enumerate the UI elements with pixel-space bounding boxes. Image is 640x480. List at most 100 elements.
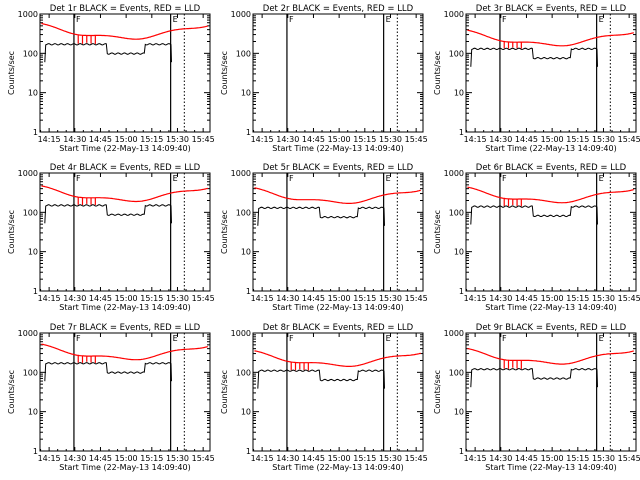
x-tick-label: 14:30 — [276, 454, 299, 463]
y-tick-label: 1000 — [231, 10, 251, 19]
y-axis-label: Counts/sec — [220, 51, 229, 95]
marker-label: F — [502, 15, 507, 24]
x-axis-label: Start Time (22-May-13 14:09:40) — [485, 463, 616, 472]
x-tick-label: 15:15 — [140, 135, 163, 144]
x-tick-label: 15:00 — [328, 294, 351, 303]
x-tick-label: 14:30 — [489, 294, 512, 303]
y-axis-label: Counts/sec — [7, 210, 16, 254]
x-tick-label: 14:45 — [302, 135, 325, 144]
y-axis-label: Counts/sec — [433, 210, 442, 254]
marker-label: F — [76, 15, 81, 24]
y-tick-label: 10 — [28, 89, 38, 98]
y-tick-label: 10 — [241, 89, 251, 98]
y-tick-label: 1 — [246, 128, 251, 137]
x-tick-label: 14:15 — [38, 454, 61, 463]
x-tick-label: 15:30 — [592, 135, 615, 144]
x-tick-label: 15:45 — [192, 454, 215, 463]
marker-label: F — [289, 334, 294, 343]
x-axis-label: Start Time (22-May-13 14:09:40) — [59, 463, 190, 472]
events-series-line — [44, 43, 172, 63]
y-tick-label: 100 — [449, 208, 464, 217]
marker-label: F — [289, 15, 294, 24]
panel-title: Det 5r BLACK = Events, RED = LLD — [263, 163, 414, 173]
x-tick-label: 14:30 — [489, 135, 512, 144]
x-tick-label: 15:15 — [566, 294, 589, 303]
panel-title: Det 7r BLACK = Events, RED = LLD — [50, 323, 201, 333]
x-tick-label: 14:45 — [302, 454, 325, 463]
panel-title: Det 2r BLACK = Events, RED = LLD — [263, 4, 414, 14]
plot-frame — [39, 172, 211, 292]
marker-label: E — [173, 334, 178, 343]
y-tick-label: 100 — [449, 49, 464, 58]
x-tick-label: 15:45 — [618, 294, 640, 303]
y-tick-label: 1000 — [444, 10, 464, 19]
x-tick-label: 15:00 — [115, 454, 138, 463]
y-tick-label: 1000 — [444, 169, 464, 178]
marker-label: F — [289, 174, 294, 183]
y-tick-label: 1000 — [18, 10, 38, 19]
x-tick-label: 14:15 — [38, 294, 61, 303]
x-tick-label: 14:30 — [489, 454, 512, 463]
x-tick-label: 15:00 — [541, 294, 564, 303]
x-tick-label: 14:45 — [515, 294, 538, 303]
y-tick-label: 10 — [28, 248, 38, 257]
x-tick-label: 15:30 — [166, 294, 189, 303]
y-axis-label: Counts/sec — [220, 370, 229, 414]
y-tick-label: 100 — [23, 208, 38, 217]
y-tick-label: 100 — [236, 49, 251, 58]
marker-label: E — [173, 174, 178, 183]
events-series-line — [470, 47, 598, 67]
x-tick-label: 14:30 — [276, 294, 299, 303]
x-tick-label: 15:45 — [618, 454, 640, 463]
y-tick-label: 1000 — [231, 329, 251, 338]
marker-label: E — [386, 174, 391, 183]
y-tick-label: 100 — [449, 368, 464, 377]
x-tick-label: 14:45 — [515, 135, 538, 144]
x-tick-label: 15:15 — [353, 454, 376, 463]
panel-det-5: Det 5r BLACK = Events, RED = LLD 14:15 14:… — [220, 163, 428, 312]
x-tick-label: 14:15 — [464, 135, 487, 144]
x-tick-label: 15:15 — [353, 294, 376, 303]
x-tick-label: 15:15 — [566, 135, 589, 144]
lld-series-line — [41, 22, 208, 40]
y-tick-label: 1 — [33, 287, 38, 296]
x-tick-label: 14:15 — [251, 454, 274, 463]
x-axis-label: Start Time (22-May-13 14:09:40) — [59, 303, 190, 312]
x-tick-label: 15:00 — [328, 454, 351, 463]
x-tick-label: 14:45 — [515, 454, 538, 463]
marker-label: E — [599, 174, 604, 183]
x-tick-label: 14:15 — [251, 294, 274, 303]
x-axis-label: Start Time (22-May-13 14:09:40) — [272, 303, 403, 312]
x-tick-label: 15:00 — [328, 135, 351, 144]
events-series-line — [257, 206, 385, 226]
y-axis-label: Counts/sec — [7, 370, 16, 414]
x-tick-label: 15:45 — [405, 135, 428, 144]
x-tick-label: 15:15 — [353, 135, 376, 144]
y-tick-label: 1 — [459, 287, 464, 296]
y-axis-label: Counts/sec — [433, 51, 442, 95]
y-tick-label: 10 — [454, 89, 464, 98]
x-tick-label: 15:45 — [618, 135, 640, 144]
x-tick-label: 14:30 — [276, 135, 299, 144]
x-tick-label: 15:30 — [379, 454, 402, 463]
x-tick-label: 15:45 — [405, 454, 428, 463]
y-tick-label: 100 — [23, 49, 38, 58]
x-tick-label: 15:15 — [566, 454, 589, 463]
marker-label: E — [386, 15, 391, 24]
x-tick-label: 15:00 — [115, 135, 138, 144]
x-tick-label: 15:00 — [541, 454, 564, 463]
lld-series-line — [41, 343, 208, 361]
x-tick-label: 15:15 — [140, 294, 163, 303]
marker-label: E — [173, 15, 178, 24]
plot-frame — [252, 332, 424, 452]
x-axis-label: Start Time (22-May-13 14:09:40) — [59, 144, 190, 153]
x-tick-label: 14:15 — [464, 294, 487, 303]
plot-frame — [465, 13, 637, 133]
x-tick-label: 14:45 — [89, 454, 112, 463]
